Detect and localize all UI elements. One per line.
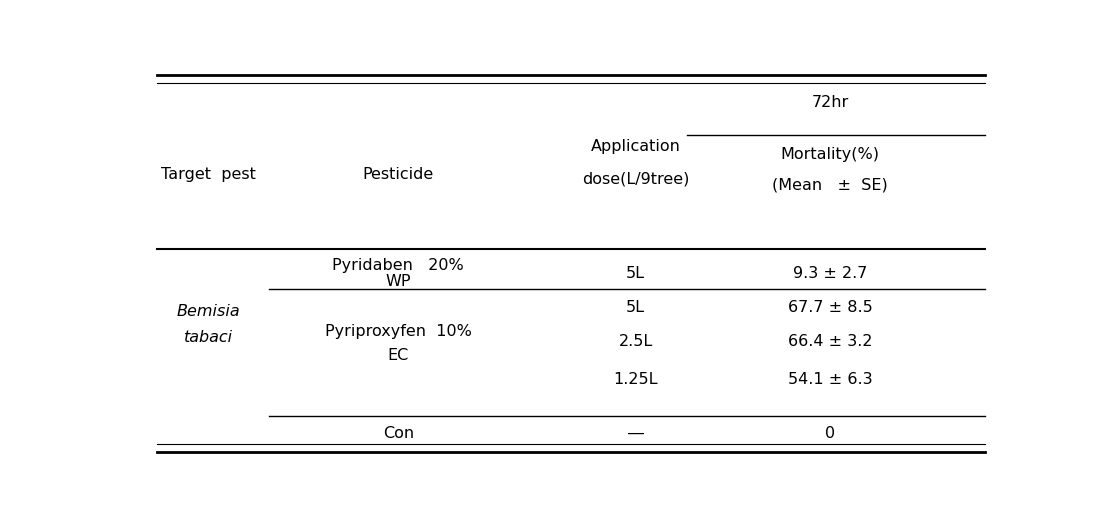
Text: 54.1 ± 6.3: 54.1 ± 6.3 [788,372,872,387]
Text: ―: ― [627,426,644,441]
Text: 66.4 ± 3.2: 66.4 ± 3.2 [788,334,872,349]
Text: 9.3 ± 2.7: 9.3 ± 2.7 [793,266,867,281]
Text: Mortality(%): Mortality(%) [781,147,879,162]
Text: Target  pest: Target pest [160,167,256,182]
Text: (Mean   ±  SE): (Mean ± SE) [772,177,888,192]
Text: 1.25L: 1.25L [614,372,658,387]
Text: WP: WP [385,274,411,289]
Text: Application: Application [590,139,681,154]
Text: 72hr: 72hr [811,95,849,110]
Text: Pesticide: Pesticide [363,167,433,182]
Text: Pyriproxyfen  10%: Pyriproxyfen 10% [325,324,471,339]
Text: 2.5L: 2.5L [618,334,653,349]
Text: dose(L/9tree): dose(L/9tree) [582,171,690,187]
Text: tabaci: tabaci [184,330,233,345]
Text: Bemisia: Bemisia [176,304,241,319]
Text: Con: Con [383,426,413,441]
Text: EC: EC [388,348,409,363]
Text: 67.7 ± 8.5: 67.7 ± 8.5 [788,300,872,315]
Text: 0: 0 [824,426,836,441]
Text: Pyridaben   20%: Pyridaben 20% [332,257,465,272]
Text: 5L: 5L [626,266,645,281]
Text: 5L: 5L [626,300,645,315]
